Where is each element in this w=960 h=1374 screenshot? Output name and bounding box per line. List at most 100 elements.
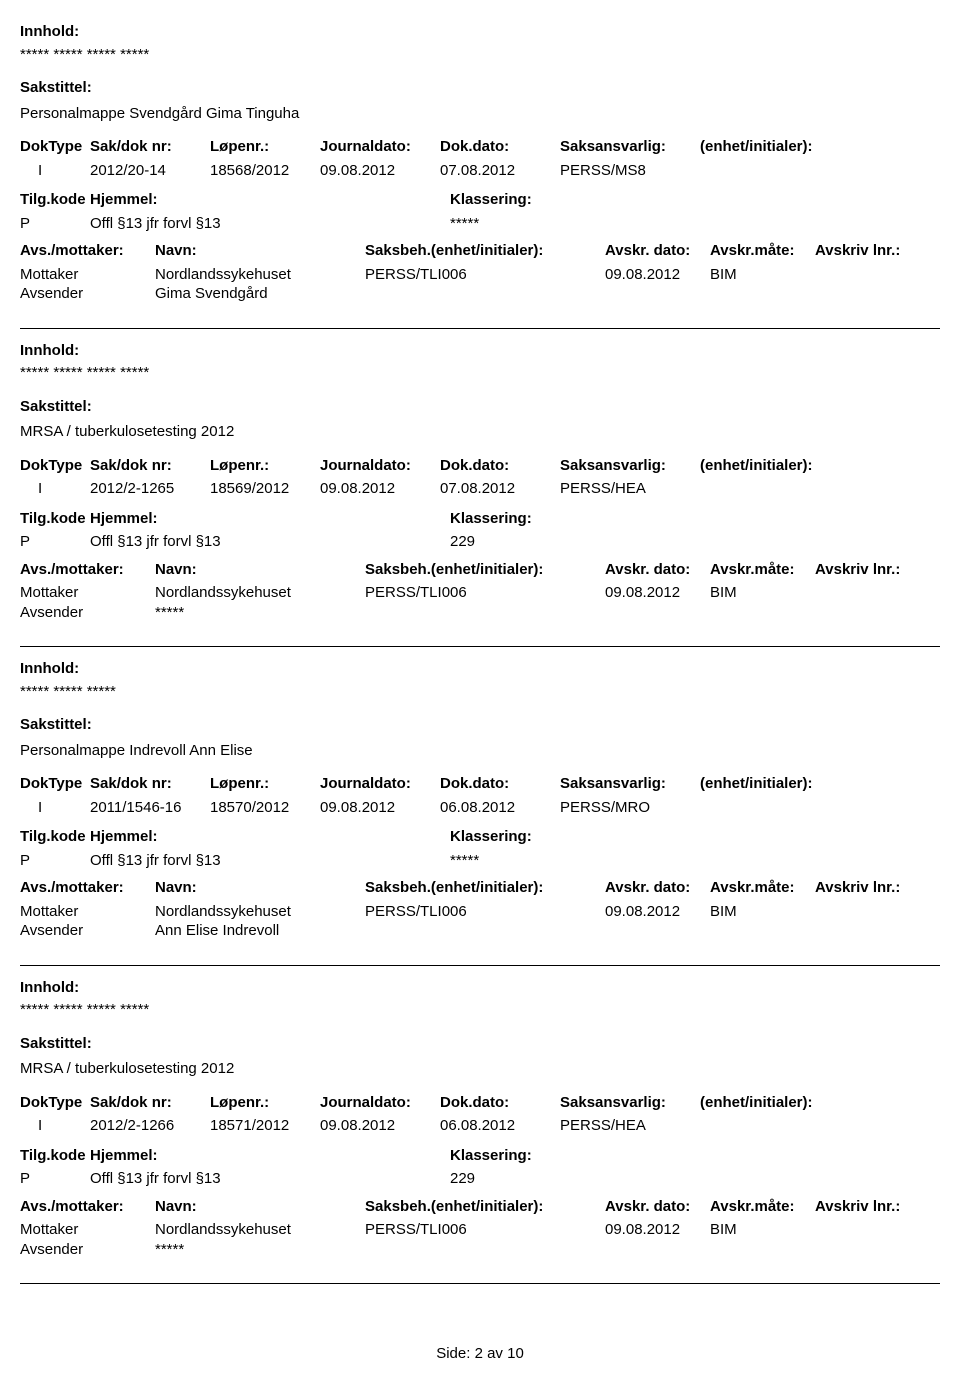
header-dokdato: Dok.dato:	[440, 1093, 560, 1113]
doc-value-row: I 2011/1546-16 18570/2012 09.08.2012 06.…	[20, 798, 940, 818]
klassering-value: 229	[450, 532, 650, 552]
header-avskrmate: Avskr.måte:	[710, 560, 815, 580]
header-sakdok: Sak/dok nr:	[90, 774, 210, 794]
header-sakdok: Sak/dok nr:	[90, 1093, 210, 1113]
party-row: Mottaker Nordlandssykehuset PERSS/TLI006…	[20, 265, 940, 285]
access-value-row: P Offl §13 jfr forvl §13 *****	[20, 851, 940, 871]
dokdato-value: 06.08.2012	[440, 1116, 560, 1136]
party-role: Avsender	[20, 921, 155, 941]
header-saksbeh: Saksbeh.(enhet/initialer):	[365, 241, 605, 261]
saksansvarlig-value: PERSS/MS8	[560, 161, 700, 181]
enhet-value	[700, 161, 880, 181]
header-saksbeh: Saksbeh.(enhet/initialer):	[365, 878, 605, 898]
innhold-label: Innhold:	[20, 341, 940, 361]
party-avskrivlnr	[815, 902, 915, 922]
header-avskrdato: Avskr. dato:	[605, 878, 710, 898]
party-avskrivlnr	[815, 1220, 915, 1240]
journal-record: Innhold: ***** ***** ***** ***** Sakstit…	[20, 341, 940, 648]
header-enhet: (enhet/initialer):	[700, 456, 880, 476]
doc-header-row: DokType Sak/dok nr: Løpenr.: Journaldato…	[20, 456, 940, 476]
header-klassering: Klassering:	[450, 509, 650, 529]
header-avskrivlnr: Avskriv lnr.:	[815, 1197, 915, 1217]
dokdato-value: 07.08.2012	[440, 479, 560, 499]
party-header-row: Avs./mottaker: Navn: Saksbeh.(enhet/init…	[20, 241, 940, 261]
header-tilgkode: Tilg.kode	[20, 509, 90, 529]
doktype-value: I	[20, 798, 90, 818]
party-role: Mottaker	[20, 583, 155, 603]
header-avskrivlnr: Avskriv lnr.:	[815, 560, 915, 580]
hjemmel-value: Offl §13 jfr forvl §13	[90, 214, 450, 234]
header-navn: Navn:	[155, 878, 365, 898]
klassering-value: 229	[450, 1169, 650, 1189]
header-tilgkode: Tilg.kode	[20, 190, 90, 210]
party-avskrivlnr	[815, 921, 915, 941]
saksansvarlig-value: PERSS/HEA	[560, 1116, 700, 1136]
access-header-row: Tilg.kode Hjemmel: Klassering:	[20, 190, 940, 210]
party-avskrivlnr	[815, 603, 915, 623]
enhet-value	[700, 798, 880, 818]
party-saksbeh: PERSS/TLI006	[365, 1220, 605, 1240]
party-name: Gima Svendgård	[155, 284, 365, 304]
sakdok-value: 2012/2-1266	[90, 1116, 210, 1136]
header-avsmottaker: Avs./mottaker:	[20, 241, 155, 261]
party-avskrivlnr	[815, 265, 915, 285]
header-hjemmel: Hjemmel:	[90, 1146, 450, 1166]
saksansvarlig-value: PERSS/HEA	[560, 479, 700, 499]
party-avskrdato	[605, 921, 710, 941]
doktype-value: I	[20, 161, 90, 181]
doc-value-row: I 2012/2-1266 18571/2012 09.08.2012 06.0…	[20, 1116, 940, 1136]
header-saksbeh: Saksbeh.(enhet/initialer):	[365, 560, 605, 580]
access-value-row: P Offl §13 jfr forvl §13 229	[20, 1169, 940, 1189]
enhet-value	[700, 1116, 880, 1136]
sakdok-value: 2011/1546-16	[90, 798, 210, 818]
header-doktype: DokType	[20, 1093, 90, 1113]
header-avsmottaker: Avs./mottaker:	[20, 1197, 155, 1217]
header-lopenr: Løpenr.:	[210, 137, 320, 157]
header-doktype: DokType	[20, 774, 90, 794]
innhold-label: Innhold:	[20, 978, 940, 998]
header-dokdato: Dok.dato:	[440, 774, 560, 794]
party-avskrmate	[710, 921, 815, 941]
party-header-row: Avs./mottaker: Navn: Saksbeh.(enhet/init…	[20, 1197, 940, 1217]
hjemmel-value: Offl §13 jfr forvl §13	[90, 851, 450, 871]
sakstitel-label: Sakstittel:	[20, 397, 940, 417]
party-saksbeh	[365, 284, 605, 304]
party-avskrdato: 09.08.2012	[605, 1220, 710, 1240]
header-doktype: DokType	[20, 137, 90, 157]
party-saksbeh	[365, 1240, 605, 1260]
enhet-value	[700, 479, 880, 499]
sakstitel-label: Sakstittel:	[20, 715, 940, 735]
header-avskrivlnr: Avskriv lnr.:	[815, 241, 915, 261]
party-avskrdato	[605, 603, 710, 623]
party-avskrdato: 09.08.2012	[605, 902, 710, 922]
party-avskrmate: BIM	[710, 902, 815, 922]
journaldato-value: 09.08.2012	[320, 798, 440, 818]
dokdato-value: 07.08.2012	[440, 161, 560, 181]
journaldato-value: 09.08.2012	[320, 1116, 440, 1136]
party-role: Mottaker	[20, 1220, 155, 1240]
tilgkode-value: P	[20, 214, 90, 234]
doktype-value: I	[20, 479, 90, 499]
doc-value-row: I 2012/2-1265 18569/2012 09.08.2012 07.0…	[20, 479, 940, 499]
innhold-label: Innhold:	[20, 659, 940, 679]
klassering-value: *****	[450, 851, 650, 871]
header-navn: Navn:	[155, 1197, 365, 1217]
header-navn: Navn:	[155, 241, 365, 261]
doc-header-row: DokType Sak/dok nr: Løpenr.: Journaldato…	[20, 1093, 940, 1113]
journaldato-value: 09.08.2012	[320, 161, 440, 181]
doc-header-row: DokType Sak/dok nr: Løpenr.: Journaldato…	[20, 137, 940, 157]
journal-record: Innhold: ***** ***** ***** Sakstittel: P…	[20, 659, 940, 966]
header-doktype: DokType	[20, 456, 90, 476]
innhold-stars: ***** ***** *****	[20, 682, 940, 702]
party-saksbeh	[365, 921, 605, 941]
innhold-stars: ***** ***** ***** *****	[20, 45, 940, 65]
header-lopenr: Løpenr.:	[210, 456, 320, 476]
hjemmel-value: Offl §13 jfr forvl §13	[90, 532, 450, 552]
party-saksbeh: PERSS/TLI006	[365, 265, 605, 285]
doktype-value: I	[20, 1116, 90, 1136]
party-name: *****	[155, 603, 365, 623]
party-avskrmate: BIM	[710, 1220, 815, 1240]
access-header-row: Tilg.kode Hjemmel: Klassering:	[20, 509, 940, 529]
header-avskrmate: Avskr.måte:	[710, 878, 815, 898]
party-saksbeh: PERSS/TLI006	[365, 902, 605, 922]
